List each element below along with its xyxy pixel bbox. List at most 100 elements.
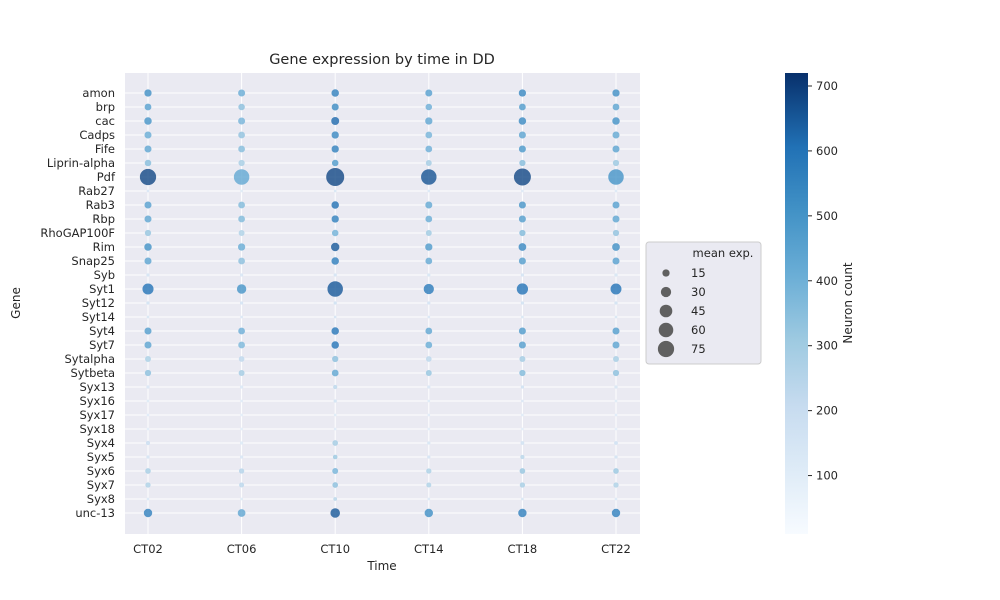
data-point [614, 301, 618, 305]
data-point [427, 399, 431, 403]
colorbar-tick-label: 200 [816, 404, 838, 418]
data-point [518, 327, 526, 335]
y-tick-label: Syx6 [87, 464, 115, 478]
data-point [146, 189, 150, 193]
y-tick-label: Rbp [92, 212, 115, 226]
data-point [144, 131, 152, 139]
data-point [518, 117, 527, 125]
y-tick-label: Cadps [79, 128, 115, 142]
data-point [238, 215, 245, 223]
data-point [612, 341, 620, 349]
data-point [518, 131, 526, 139]
data-point [333, 413, 337, 417]
data-point [239, 273, 244, 277]
y-tick-label: Rim [93, 240, 115, 254]
data-point [145, 482, 151, 488]
size-legend: mean exp. 15 30 45 60 75 [645, 241, 762, 365]
data-point [333, 273, 337, 277]
colorbar-tick-label: 400 [816, 274, 838, 288]
data-point [331, 369, 339, 377]
y-tick-label: Syx18 [79, 422, 115, 436]
data-point [146, 427, 150, 431]
y-tick-label: Sytalpha [65, 352, 116, 366]
x-tick-labels: CT02 CT06 CT10 CT14 CT18 CT22 [133, 542, 631, 556]
data-point [521, 497, 524, 501]
data-point [427, 385, 431, 389]
legend-size-label: 75 [691, 342, 706, 356]
data-points [139, 89, 624, 518]
data-point [331, 215, 339, 223]
data-point [332, 355, 339, 363]
data-point [513, 168, 531, 186]
data-point [425, 327, 433, 335]
data-point [238, 341, 245, 349]
data-point [331, 341, 339, 349]
data-point [612, 103, 620, 111]
data-point [333, 399, 337, 403]
data-point [519, 482, 526, 488]
data-point [520, 454, 525, 460]
data-point [144, 145, 152, 153]
data-point [612, 201, 620, 209]
data-point [238, 131, 245, 139]
data-point [146, 399, 150, 403]
data-point [518, 145, 526, 153]
data-point [332, 468, 339, 474]
x-tick-label: CT22 [601, 542, 631, 556]
data-point [613, 482, 619, 488]
data-point [326, 167, 345, 187]
data-point [520, 273, 525, 277]
data-point [426, 468, 432, 474]
data-point [425, 103, 433, 111]
data-point [612, 117, 620, 125]
data-point [239, 385, 244, 389]
data-point [521, 413, 524, 417]
data-point [331, 201, 339, 209]
data-point [519, 468, 526, 474]
data-point [238, 370, 245, 376]
y-tick-label: Rab27 [78, 184, 115, 198]
data-point [610, 283, 622, 295]
data-point [614, 385, 618, 389]
colorbar-label: Neuron count [841, 262, 855, 344]
y-tick-label: cac [95, 114, 115, 128]
data-point [332, 482, 339, 488]
x-tick-label: CT18 [508, 542, 538, 556]
data-point [519, 369, 526, 377]
data-point [425, 215, 433, 223]
legend-title: mean exp. [693, 246, 754, 260]
data-point [520, 441, 525, 445]
data-point [519, 356, 526, 362]
data-point [237, 509, 246, 517]
data-point [521, 189, 524, 193]
data-point [333, 315, 337, 319]
data-point [425, 160, 432, 166]
data-point [144, 369, 152, 377]
y-tick-label: Syx17 [79, 408, 115, 422]
data-point [238, 145, 245, 153]
data-point [238, 230, 245, 236]
data-point [146, 413, 150, 417]
data-point [146, 385, 150, 389]
data-point [427, 301, 431, 305]
data-point [238, 117, 246, 125]
data-point [330, 508, 340, 518]
data-point [521, 315, 524, 319]
legend-size-marker [659, 304, 673, 318]
colorbar-tick-label: 500 [816, 209, 838, 223]
x-axis-label: Time [366, 559, 396, 573]
legend-size-label: 30 [691, 285, 706, 299]
data-point [146, 315, 150, 319]
data-point [425, 145, 433, 153]
data-point [614, 427, 618, 431]
data-point [426, 482, 432, 488]
data-point [239, 455, 244, 459]
data-point [427, 189, 431, 193]
data-point [240, 427, 243, 431]
data-point [327, 281, 343, 297]
data-point [425, 201, 433, 209]
chart-title: Gene expression by time in DD [269, 52, 495, 68]
data-point [427, 413, 431, 417]
data-point [612, 257, 620, 265]
y-tick-label: Syt7 [89, 338, 115, 352]
